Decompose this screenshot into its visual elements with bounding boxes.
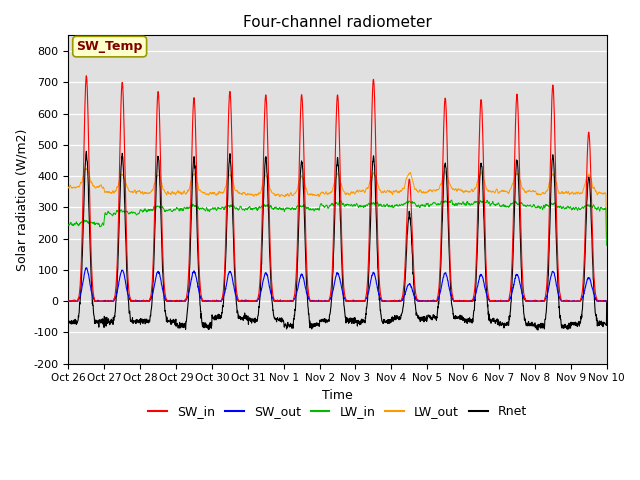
SW_out <box>353 298 361 304</box>
LW_out <box>494 190 502 195</box>
Rnet <box>556 312 563 317</box>
Line: Rnet: Rnet <box>68 151 607 330</box>
SW_out <box>65 298 72 304</box>
SW_in <box>353 298 361 304</box>
Title: Four-channel radiometer: Four-channel radiometer <box>243 15 432 30</box>
LW_in <box>603 242 611 248</box>
LW_out <box>570 190 578 196</box>
SW_out <box>556 295 563 300</box>
Rnet <box>65 317 72 323</box>
Line: LW_out: LW_out <box>68 168 607 237</box>
SW_out <box>83 265 90 271</box>
Rnet <box>353 319 361 324</box>
Rnet <box>83 148 90 154</box>
SW_out <box>603 298 611 304</box>
SW_in <box>556 287 563 292</box>
Line: LW_in: LW_in <box>68 200 607 245</box>
LW_out <box>603 234 611 240</box>
SW_in <box>603 298 611 304</box>
Legend: SW_in, SW_out, LW_in, LW_out, Rnet: SW_in, SW_out, LW_in, LW_out, Rnet <box>143 400 532 423</box>
SW_in <box>570 298 578 304</box>
LW_out <box>556 190 563 196</box>
X-axis label: Time: Time <box>322 389 353 402</box>
Rnet <box>571 321 579 327</box>
Rnet <box>365 268 372 274</box>
SW_in <box>83 73 90 79</box>
LW_out <box>65 184 72 190</box>
Line: SW_in: SW_in <box>68 76 607 301</box>
Line: SW_out: SW_out <box>68 268 607 301</box>
LW_in <box>494 200 502 206</box>
LW_in <box>353 201 361 206</box>
LW_out <box>83 166 91 171</box>
SW_out <box>494 298 502 304</box>
LW_in <box>556 204 563 210</box>
LW_out <box>365 183 372 189</box>
LW_in <box>448 197 456 203</box>
SW_in <box>65 298 72 304</box>
LW_in <box>365 201 372 206</box>
LW_out <box>215 189 223 195</box>
SW_out <box>365 287 373 292</box>
Rnet <box>603 298 611 304</box>
SW_out <box>65 298 72 304</box>
LW_out <box>353 187 361 193</box>
Rnet <box>494 317 502 323</box>
SW_in <box>365 247 372 253</box>
Rnet <box>215 311 223 317</box>
SW_in <box>494 298 502 304</box>
LW_in <box>570 207 578 213</box>
Rnet <box>534 327 541 333</box>
Text: SW_Temp: SW_Temp <box>76 40 143 53</box>
LW_in <box>65 222 72 228</box>
SW_out <box>215 298 223 304</box>
Y-axis label: Solar radiation (W/m2): Solar radiation (W/m2) <box>15 128 28 271</box>
LW_in <box>214 205 222 211</box>
SW_out <box>571 298 579 304</box>
SW_in <box>215 298 223 304</box>
